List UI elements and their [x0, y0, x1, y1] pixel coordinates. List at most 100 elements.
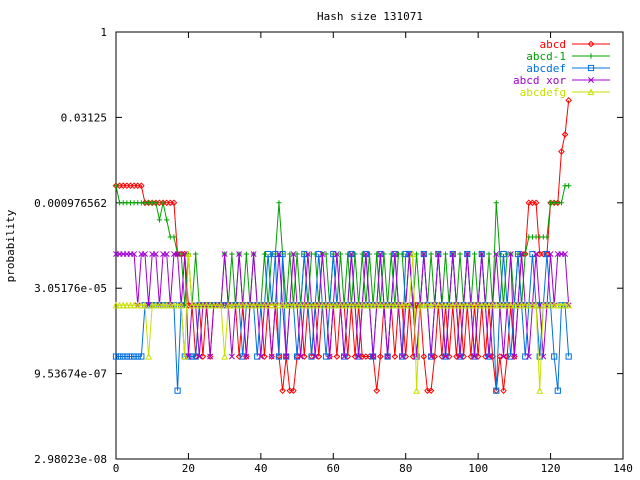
data-point	[116, 353, 123, 360]
data-point	[312, 251, 318, 257]
legend-label: abcd xor	[513, 74, 566, 87]
y-tick-label: 2.98023e-08	[34, 453, 107, 466]
data-point	[445, 353, 453, 360]
data-point	[276, 200, 282, 206]
data-point	[514, 301, 522, 309]
data-point	[373, 387, 381, 394]
data-point	[384, 301, 392, 309]
data-point	[261, 353, 268, 360]
x-tick-label: 0	[113, 462, 120, 475]
data-point	[164, 217, 170, 223]
data-point	[460, 353, 467, 360]
data-point	[138, 182, 145, 190]
data-point	[565, 353, 572, 360]
data-point	[315, 353, 323, 360]
data-point	[486, 251, 492, 257]
data-point	[185, 250, 192, 258]
data-point	[228, 353, 235, 360]
data-point	[420, 251, 427, 257]
data-point	[329, 301, 337, 309]
x-tick-label: 140	[613, 462, 633, 475]
legend-marker	[587, 64, 595, 72]
x-tick-label: 20	[182, 462, 195, 475]
data-point	[130, 301, 138, 309]
data-point	[366, 301, 373, 309]
data-point	[156, 217, 163, 223]
data-point	[195, 301, 203, 309]
data-point	[272, 250, 279, 258]
data-point	[536, 353, 543, 360]
data-point	[148, 301, 156, 309]
data-point	[264, 301, 272, 309]
data-point	[533, 251, 540, 257]
data-point	[174, 387, 181, 394]
data-point	[518, 251, 525, 257]
data-point	[431, 353, 438, 360]
data-point	[319, 301, 326, 309]
data-point	[493, 200, 499, 206]
data-point	[326, 353, 333, 360]
data-point	[442, 301, 449, 309]
data-point	[282, 301, 290, 309]
data-point	[221, 352, 229, 360]
data-point	[464, 251, 471, 257]
data-point	[467, 353, 475, 360]
data-point	[341, 353, 348, 360]
data-point	[478, 301, 486, 309]
data-point	[171, 234, 177, 240]
data-point	[507, 251, 514, 257]
data-point	[131, 353, 138, 360]
data-point	[326, 353, 333, 360]
data-point	[507, 353, 514, 360]
data-point	[550, 301, 558, 309]
data-point	[486, 353, 492, 360]
data-point	[485, 301, 493, 309]
legend-label: abcdef	[526, 62, 566, 75]
data-point	[544, 234, 550, 240]
data-point	[391, 353, 399, 360]
data-point	[522, 251, 528, 257]
data-point	[561, 131, 569, 138]
data-point	[326, 301, 334, 309]
data-point	[283, 353, 290, 360]
data-point	[271, 301, 279, 309]
data-point	[405, 301, 413, 309]
data-point	[268, 353, 275, 360]
x-tick-label: 100	[468, 462, 488, 475]
data-point	[293, 353, 301, 360]
data-point	[188, 353, 196, 360]
data-point	[474, 353, 482, 360]
data-point	[127, 301, 134, 309]
data-point	[558, 148, 565, 155]
data-point	[160, 200, 166, 206]
data-point	[345, 251, 351, 257]
x-tick-label: 40	[254, 462, 267, 475]
data-point	[374, 251, 380, 257]
data-point	[344, 353, 352, 360]
y-tick-label: 0.03125	[61, 111, 107, 124]
data-point	[297, 353, 304, 360]
data-point	[207, 353, 214, 360]
data-point	[503, 301, 511, 309]
data-point	[503, 353, 511, 360]
data-point	[457, 353, 463, 360]
data-point	[142, 251, 148, 257]
data-point	[123, 353, 130, 360]
data-point	[380, 301, 388, 309]
data-point	[500, 387, 507, 394]
data-point	[377, 353, 384, 360]
data-point	[449, 301, 457, 309]
data-point	[427, 301, 435, 309]
y-tick-label: 3.05176e-05	[34, 282, 107, 295]
legend-label: abcdefg	[520, 86, 566, 99]
data-point	[562, 251, 569, 257]
data-point	[300, 301, 308, 309]
data-point	[265, 250, 272, 258]
data-point	[434, 301, 442, 309]
legend-label: abcd	[540, 38, 567, 51]
data-point	[558, 301, 565, 309]
data-point	[387, 301, 395, 309]
data-point	[257, 353, 264, 360]
data-point	[250, 301, 258, 309]
